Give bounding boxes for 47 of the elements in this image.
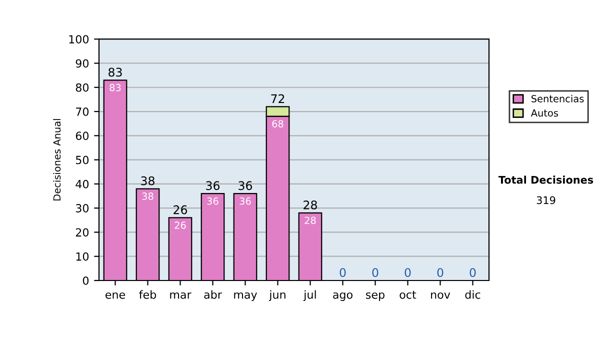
y-tick-label: 60 [76,132,89,140]
y-tick-label: 50 [76,156,89,164]
x-tick-label: oct [400,290,416,299]
x-tick-label: sep [366,292,384,301]
x-tick-label: ago [333,292,352,301]
total-label: 36 [206,181,220,190]
text: Total Decisiones [498,176,594,184]
total-label: 0 [372,268,378,278]
y-tick-label: 30 [76,204,89,212]
total-label: 83 [108,68,122,77]
y-tick-label: 100 [69,35,89,44]
x-tick-label: jun [268,290,286,301]
total-label: 0 [437,268,444,278]
y-tick-label: 0 [82,276,89,285]
x-tick-label: jul [303,290,316,301]
legend-label: Autos [530,109,558,117]
total-label: 36 [238,181,252,190]
legend-label: Sentencias [531,94,584,102]
data-label: 83 [110,84,121,92]
y-tick-label: 80 [76,83,89,92]
data-label: 36 [240,197,251,205]
total-label: 0 [404,268,411,278]
total-label: 72 [271,94,284,104]
x-tick-label: feb [139,290,156,299]
x-tick-label: dic [465,290,480,299]
x-tick-label: abr [204,290,222,299]
y-tick-label: 90 [76,59,89,68]
total-label: 26 [174,205,188,214]
data-label: 68 [272,120,284,128]
y-tick-label: 70 [76,107,89,116]
y-tick-label: 20 [76,228,89,237]
x-tick-label: ene [106,292,126,299]
total-label: 0 [470,268,476,278]
data-label: 36 [207,197,218,205]
x-tick-label: may [234,292,258,301]
text: 319 [536,196,556,204]
y-tick-label: 10 [76,252,89,261]
y-tick-label: 40 [76,180,89,188]
total-label: 28 [304,200,317,210]
total-label: 0 [340,268,346,278]
y-axis-title: Decisiones Anual [53,119,61,200]
data-label: 26 [174,222,186,229]
data-label: 28 [304,216,316,224]
data-label: 38 [142,192,154,200]
total-label: 38 [141,176,154,186]
x-tick-label: nov [431,292,450,299]
x-tick-label: mar [170,292,192,299]
